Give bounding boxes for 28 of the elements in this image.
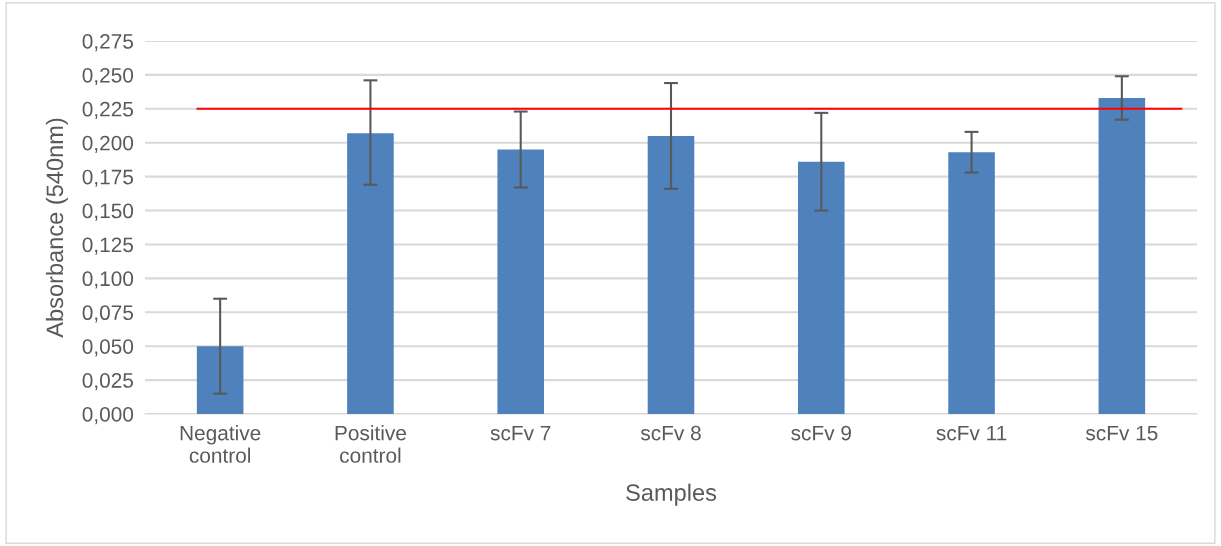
bar (196, 346, 244, 414)
y-tick-label: 0,100 (82, 271, 134, 289)
bar (347, 133, 394, 414)
x-tick-label: scFv 9 (791, 425, 851, 441)
bar (797, 161, 845, 414)
x-tick-label: scFv 11 (936, 425, 1007, 441)
bar (647, 135, 695, 414)
x-tick-label: scFv 8 (640, 425, 701, 441)
y-tick-label: 0,025 (82, 373, 134, 391)
x-tick-label: scFv 7 (490, 425, 551, 441)
y-tick-label: 0,075 (82, 305, 134, 323)
y-tick-label: 0,125 (82, 237, 134, 255)
y-tick-label: 0,050 (82, 339, 134, 357)
x-axis-title: Samples (626, 483, 717, 506)
y-tick-label: 0,150 (82, 203, 134, 221)
y-axis-title: Absorbance (540nm) (45, 118, 68, 338)
x-tick-label: scFv 15 (1085, 425, 1158, 441)
x-tick-label: Negative control (180, 425, 261, 463)
x-tick-label: Positive control (335, 425, 406, 463)
y-tick-label: 0,000 (82, 407, 134, 425)
y-tick-label: 0,200 (82, 135, 134, 153)
bar (1098, 97, 1146, 414)
y-tick-label: 0,175 (82, 169, 134, 187)
y-tick-label: 0,275 (82, 34, 134, 52)
y-tick-label: 0,250 (82, 67, 134, 86)
bar (497, 149, 545, 414)
bar (948, 152, 995, 414)
y-tick-label: 0,225 (82, 101, 134, 120)
